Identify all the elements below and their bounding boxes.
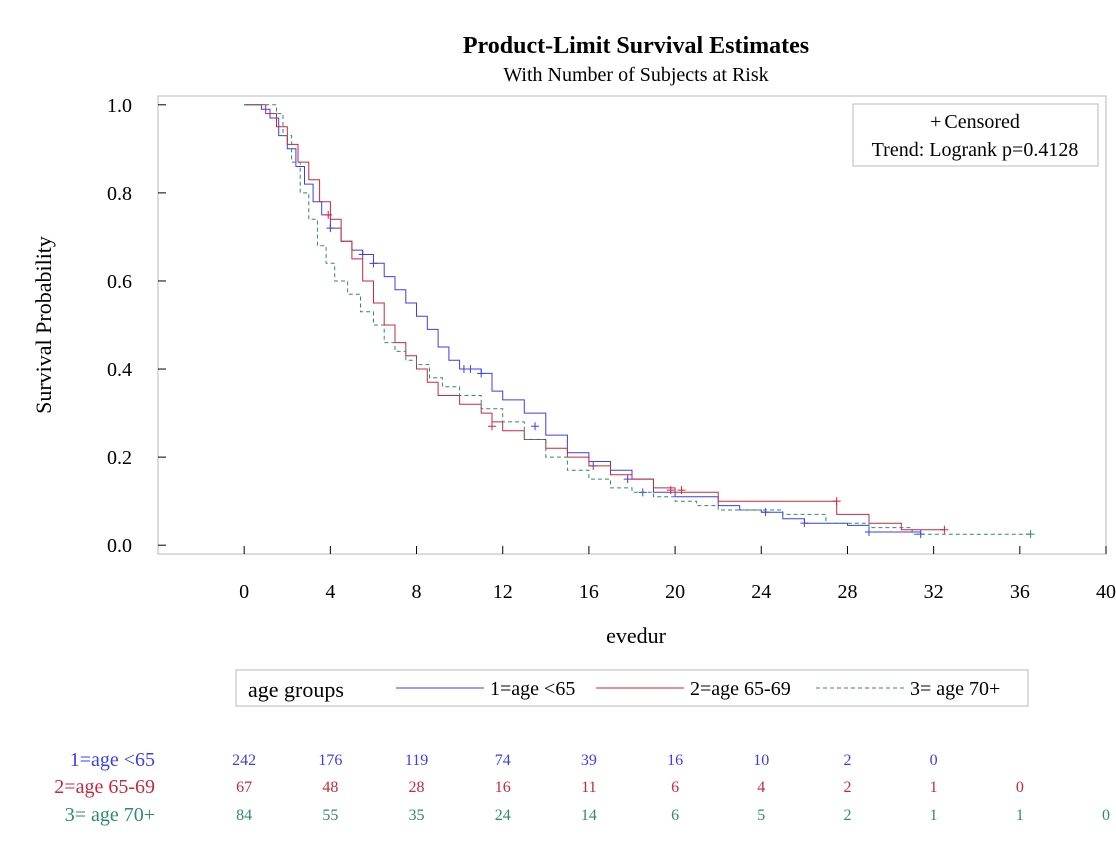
at-risk-count: 119: [405, 752, 428, 769]
y-axis-label: Survival Probability: [31, 236, 56, 414]
at-risk-count: 55: [322, 807, 338, 824]
at-risk-row-label: 3= age 70+: [65, 804, 155, 826]
x-tick-label: 12: [493, 581, 513, 603]
survival-curve-3: [244, 104, 1031, 535]
x-axis-label: evedur: [606, 623, 667, 648]
at-risk-count: 4: [757, 779, 765, 796]
censor-mark: [800, 519, 809, 528]
at-risk-count: 28: [409, 779, 425, 796]
at-risk-count: 1: [930, 779, 938, 796]
at-risk-count: 242: [232, 752, 256, 769]
chart-title: Product-Limit Survival Estimates: [463, 33, 809, 59]
censor-mark: [761, 508, 770, 517]
censor-mark: [487, 422, 496, 431]
inset-legend: + Censored Trend: Logrank p=0.4128: [852, 103, 1099, 167]
at-risk-count: 84: [236, 807, 252, 824]
censor-mark: [358, 250, 367, 259]
x-tick-label: 0: [239, 581, 249, 603]
x-axis: 0 4 8 12 16 20 24 28 32 36 40: [239, 546, 1116, 603]
at-risk-count: 11: [581, 779, 596, 796]
survival-curve-2: [244, 104, 945, 531]
censored-symbol: +: [930, 111, 941, 133]
at-risk-count: 2: [843, 779, 851, 796]
y-tick-label: 0.2: [107, 447, 132, 469]
censor-mark: [666, 486, 675, 495]
at-risk-count: 0: [1102, 807, 1110, 824]
at-risk-count: 16: [495, 779, 511, 796]
logrank-test-label: Trend: Logrank p=0.4128: [872, 139, 1079, 161]
legend-title: age groups: [248, 677, 344, 702]
at-risk-count: 14: [581, 807, 597, 824]
at-risk-count: 0: [930, 752, 938, 769]
at-risk-count: 39: [581, 752, 597, 769]
series-group: [244, 104, 1035, 539]
censor-mark: [369, 259, 378, 268]
x-tick-label: 36: [1010, 581, 1030, 603]
censor-mark: [1026, 530, 1035, 539]
censor-mark: [531, 422, 540, 431]
at-risk-count: 2: [843, 752, 851, 769]
at-risk-count: 1: [930, 807, 938, 824]
at-risk-count: 176: [318, 752, 342, 769]
at-risk-count: 6: [671, 807, 679, 824]
x-tick-label: 24: [751, 581, 771, 603]
at-risk-count: 16: [667, 752, 683, 769]
censored-label: Censored: [944, 111, 1020, 133]
censor-mark: [677, 486, 686, 495]
y-tick-label: 1.0: [107, 95, 132, 117]
y-tick-label: 0.4: [107, 359, 132, 381]
at-risk-count: 6: [671, 779, 679, 796]
x-tick-label: 28: [837, 581, 857, 603]
censor-mark: [940, 525, 949, 534]
censor-mark: [865, 527, 873, 536]
y-tick-label: 0.6: [107, 271, 132, 293]
x-tick-label: 32: [924, 581, 944, 603]
censor-mark: [326, 224, 335, 233]
legend-label-2: 2=age 65-69: [690, 678, 791, 700]
at-risk-table: 1=age <65 242 176 119 74 39 16 10 2 02=age 65-69 6…: [54, 749, 1110, 826]
y-tick-label: 0.8: [107, 183, 132, 205]
at-risk-count: 35: [409, 807, 425, 824]
censor-mark: [466, 365, 475, 374]
at-risk-count: 67: [236, 779, 252, 796]
censored-legend-entry: + Censored: [930, 111, 1020, 133]
x-tick-label: 8: [412, 581, 422, 603]
at-risk-count: 74: [495, 752, 511, 769]
at-risk-count: 10: [753, 752, 769, 769]
censor-mark: [324, 210, 333, 219]
legend-label-1: 1=age <65: [490, 678, 575, 700]
at-risk-count: 48: [322, 779, 338, 796]
at-risk-count: 0: [1016, 779, 1024, 796]
legend-label-3: 3= age 70+: [910, 678, 1000, 700]
y-axis: 0.0 0.2 0.4 0.6 0.8 1.0: [107, 95, 166, 557]
x-tick-label: 16: [579, 581, 599, 603]
title-group: Product-Limit Survival Estimates With Nu…: [463, 33, 809, 86]
chart-subtitle: With Number of Subjects at Risk: [503, 64, 768, 86]
y-tick-label: 0.0: [107, 535, 132, 557]
plot-frame: [157, 95, 1107, 555]
bottom-legend: age groups 1=age <65 2=age 65-69 3= age 70…: [235, 669, 1029, 707]
at-risk-count: 5: [757, 807, 765, 824]
survival-curve-1: [244, 104, 922, 535]
censor-mark: [832, 497, 841, 506]
censor-mark: [623, 475, 632, 484]
censor-mark: [477, 369, 486, 378]
at-risk-row-label: 2=age 65-69: [54, 776, 155, 798]
at-risk-count: 1: [1016, 807, 1024, 824]
at-risk-row-label: 1=age <65: [70, 749, 155, 771]
x-tick-label: 20: [665, 581, 685, 603]
x-tick-label: 40: [1096, 581, 1116, 603]
x-tick-label: 4: [325, 581, 335, 603]
at-risk-count: 24: [495, 807, 511, 824]
inset-legend-box: [852, 103, 1099, 167]
at-risk-count: 2: [843, 807, 851, 824]
